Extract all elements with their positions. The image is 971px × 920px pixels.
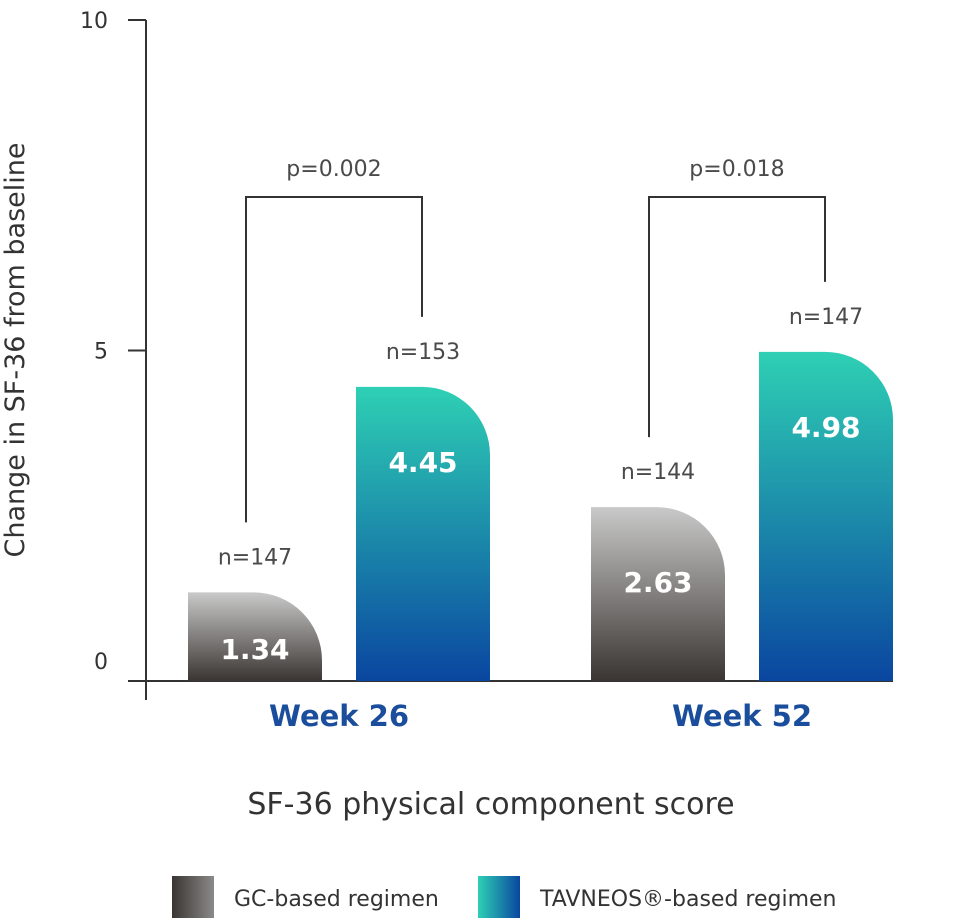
legend-swatch-tavneos — [478, 876, 520, 918]
bar-n-label: n=153 — [386, 340, 460, 365]
significance-bracket — [245, 196, 423, 523]
x-axis-title: SF-36 physical component score — [247, 787, 734, 822]
bar-labels: 1.34 n=147 4.45 n=153 2.63 n=144 4.98 n=147 — [218, 305, 863, 666]
bar-value-label: 4.98 — [791, 411, 860, 444]
legend-label-tavneos: TAVNEOS®-based regimen — [539, 887, 836, 912]
category-label-week-52: Week 52 — [672, 699, 812, 733]
bar-gc-week-26 — [188, 592, 322, 681]
bars — [188, 351, 893, 681]
bar-tavneos-week-26 — [356, 386, 490, 681]
significance-brackets: p=0.002 p=0.018 — [245, 157, 826, 523]
bar-n-label: n=147 — [218, 545, 292, 570]
bar-n-label: n=147 — [789, 305, 863, 330]
bar-gc-week-52 — [591, 507, 725, 681]
p-value-label: p=0.018 — [689, 157, 784, 182]
bar-value-label: 4.45 — [388, 446, 457, 479]
bar-value-label: 1.34 — [220, 633, 289, 666]
bar-n-label: n=144 — [621, 460, 695, 485]
bar-value-label: 2.63 — [623, 566, 692, 599]
y-tick-label: 10 — [80, 9, 108, 34]
y-ticks: 0 5 10 — [80, 9, 146, 682]
p-value-label: p=0.002 — [286, 157, 381, 182]
y-tick-label: 5 — [94, 340, 108, 365]
significance-bracket — [648, 196, 826, 438]
y-tick-label: 0 — [94, 650, 108, 675]
y-axis-label: Change in SF-36 from baseline — [0, 142, 31, 557]
category-labels: Week 26 Week 52 — [269, 699, 812, 733]
legend-swatch-gc — [172, 876, 214, 918]
legend-label-gc: GC-based regimen — [234, 887, 439, 912]
legend: GC-based regimen TAVNEOS®-based regimen — [172, 876, 836, 918]
bar-tavneos-week-52 — [759, 351, 893, 681]
category-label-week-26: Week 26 — [269, 699, 409, 733]
